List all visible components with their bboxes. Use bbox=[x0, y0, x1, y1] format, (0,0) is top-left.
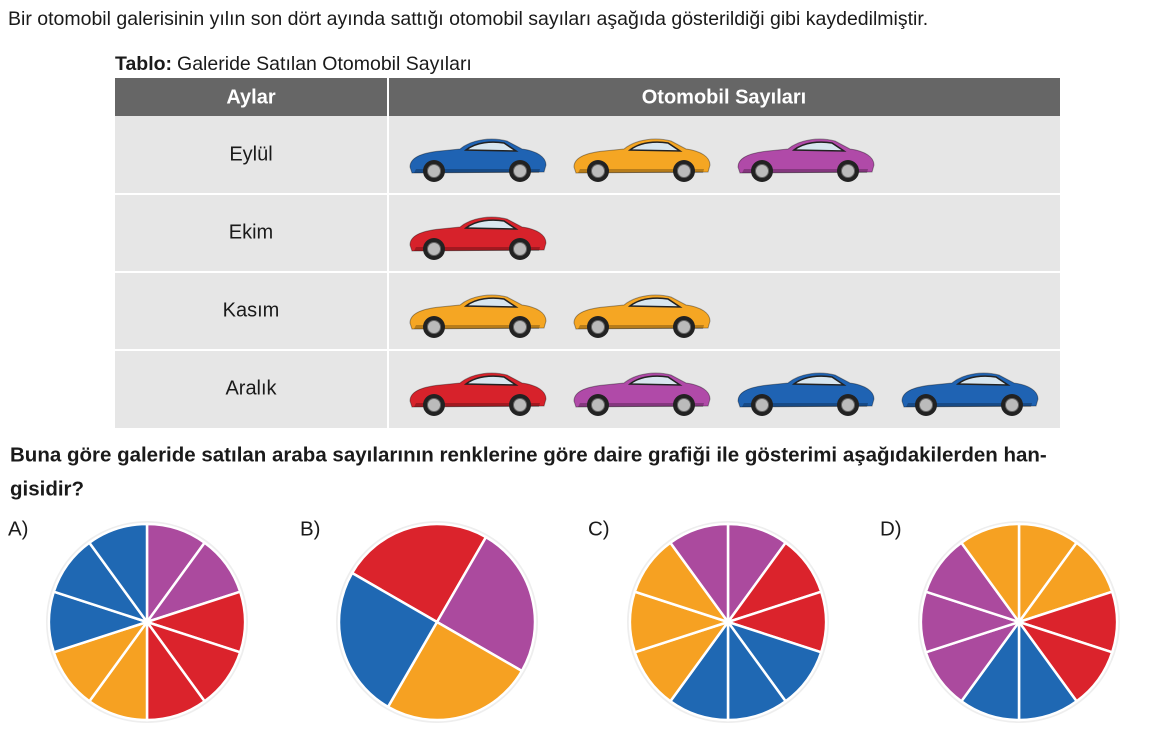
car-window bbox=[463, 141, 519, 152]
pie-slice bbox=[959, 522, 1021, 626]
car bbox=[901, 372, 1039, 416]
rim bbox=[755, 164, 769, 178]
rim bbox=[513, 398, 527, 412]
option-label: C) bbox=[588, 517, 610, 540]
option-label: A) bbox=[8, 517, 29, 540]
rim bbox=[591, 164, 605, 178]
car-shade bbox=[742, 403, 868, 407]
pie-slice bbox=[350, 522, 488, 624]
car bbox=[409, 138, 547, 182]
rim bbox=[677, 320, 691, 334]
car-shade bbox=[906, 403, 1032, 407]
pie-slice bbox=[435, 535, 537, 673]
table-header bbox=[115, 78, 1060, 116]
car-shade bbox=[414, 169, 540, 173]
car bbox=[573, 294, 711, 338]
car-shade bbox=[414, 403, 540, 407]
rim bbox=[591, 320, 605, 334]
month-cell: Kasım bbox=[223, 299, 280, 321]
car-shade bbox=[742, 169, 868, 173]
rim bbox=[427, 398, 441, 412]
pie-slice bbox=[337, 571, 439, 709]
rim bbox=[427, 164, 441, 178]
rim bbox=[1005, 398, 1019, 412]
intro: Bir otomobil galerisinin yılın son dört … bbox=[8, 8, 928, 30]
rim bbox=[591, 398, 605, 412]
car-window bbox=[463, 297, 519, 308]
rim bbox=[513, 164, 527, 178]
car-window bbox=[463, 219, 519, 230]
caption-label: Tablo: bbox=[115, 53, 172, 75]
rim bbox=[677, 164, 691, 178]
rim bbox=[513, 320, 527, 334]
car-shade bbox=[578, 325, 704, 329]
rim bbox=[677, 398, 691, 412]
car-shade bbox=[578, 169, 704, 173]
caption-text: Galeride Satılan Otomobil Sayıları bbox=[177, 53, 472, 75]
rim bbox=[841, 398, 855, 412]
month-cell: Ekim bbox=[229, 221, 273, 243]
car bbox=[737, 372, 875, 416]
car bbox=[409, 294, 547, 338]
car-shade bbox=[578, 403, 704, 407]
car bbox=[737, 138, 875, 182]
car bbox=[409, 216, 547, 260]
car-shade bbox=[414, 247, 540, 251]
header-cell: Otomobil Sayıları bbox=[642, 86, 806, 108]
car-window bbox=[791, 375, 847, 386]
car-window bbox=[627, 141, 683, 152]
pie-slice bbox=[87, 522, 149, 626]
rim bbox=[513, 242, 527, 256]
car bbox=[573, 372, 711, 416]
car-shade bbox=[414, 325, 540, 329]
rim bbox=[755, 398, 769, 412]
option-label: B) bbox=[300, 517, 321, 540]
car-window bbox=[955, 375, 1011, 386]
car bbox=[573, 138, 711, 182]
rim bbox=[841, 164, 855, 178]
option-label: D) bbox=[880, 517, 902, 540]
question-line: Buna göre galeride satılan araba sayılar… bbox=[10, 443, 1047, 466]
rim bbox=[919, 398, 933, 412]
car-window bbox=[627, 297, 683, 308]
car-window bbox=[791, 141, 847, 152]
rim bbox=[427, 242, 441, 256]
caption: Tablo: Galeride Satılan Otomobil Sayıları bbox=[115, 53, 472, 75]
pie-slice bbox=[386, 620, 524, 722]
month-cell: Aralık bbox=[225, 377, 277, 399]
car-window bbox=[627, 375, 683, 386]
car-window bbox=[463, 375, 519, 386]
car bbox=[409, 372, 547, 416]
rim bbox=[427, 320, 441, 334]
month-cell: Eylül bbox=[229, 143, 272, 165]
header-cell: Aylar bbox=[226, 86, 276, 108]
pie-slice bbox=[668, 522, 730, 626]
question-line: gisidir? bbox=[10, 477, 84, 500]
